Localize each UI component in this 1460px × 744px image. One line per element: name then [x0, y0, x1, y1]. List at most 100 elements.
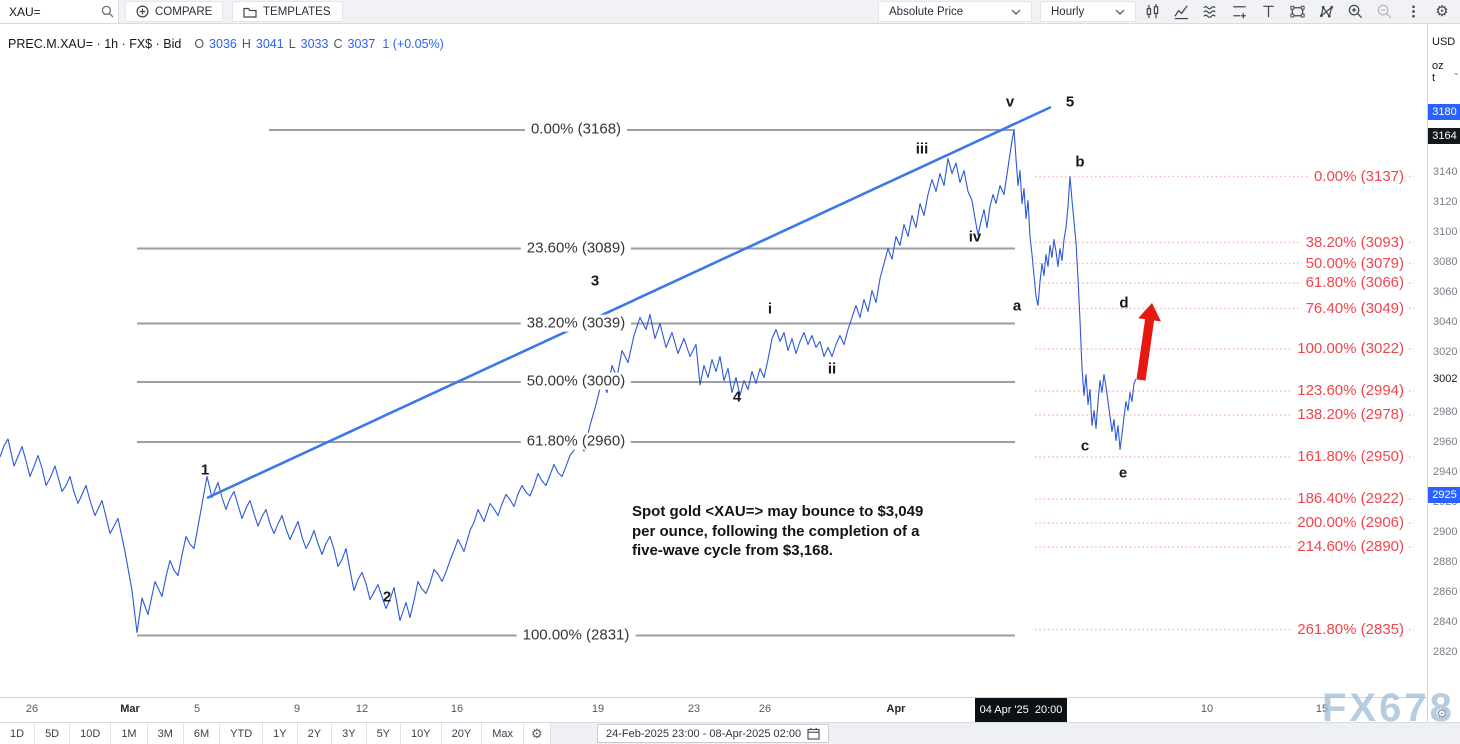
time-tick-23: 23 [687, 703, 701, 715]
fib-retracement-label: 61.80% (2960) [520, 432, 632, 450]
elliott-wave-label-3: 3 [590, 272, 600, 290]
more-options-icon[interactable] [1403, 2, 1423, 22]
change-value: 1 (+0.05%) [382, 37, 444, 51]
range-button-2y[interactable]: 2Y [297, 723, 333, 744]
price-tick: 2820 [1433, 646, 1458, 658]
fib-levels-icon[interactable] [1229, 2, 1249, 22]
time-tick-5: 5 [193, 703, 201, 715]
elliott-wave-label-1: 1 [200, 461, 210, 479]
range-button-3m[interactable]: 3M [147, 723, 184, 744]
range-button-5y[interactable]: 5Y [366, 723, 402, 744]
range-button-1m[interactable]: 1M [111, 723, 148, 744]
symbol-search-box[interactable] [0, 0, 119, 23]
templates-button[interactable]: TEMPLATES [232, 1, 343, 22]
compare-button[interactable]: COMPARE [125, 1, 223, 22]
date-range-value: 24-Feb-2025 23:00 - 08-Apr-2025 02:00 [606, 727, 802, 740]
price-mode-dropdown[interactable]: Absolute Price [878, 1, 1032, 22]
indicators-icon[interactable] [1171, 2, 1191, 22]
fib-retracement-label: 0.00% (3168) [524, 120, 628, 138]
price-tick: 2900 [1433, 526, 1458, 538]
settings-gear-icon[interactable]: ⚙ [1435, 3, 1449, 20]
toolbar-icon-group: ⚙ [1142, 0, 1460, 23]
price-badge-3180: 3180 [1428, 104, 1460, 120]
open-value: 3036 [209, 37, 237, 51]
price-tick: 2940 [1433, 466, 1458, 478]
high-value: 3041 [255, 37, 284, 51]
time-tick-15: 15 [1315, 703, 1329, 715]
shape-rect-icon[interactable] [1287, 2, 1307, 22]
range-button-20y[interactable]: 20Y [441, 723, 483, 744]
fib-projection-label: 161.80% (2950) [1293, 448, 1408, 466]
price-tick: 2880 [1433, 556, 1458, 568]
unit-value: oz t [1432, 60, 1444, 84]
range-button-10y[interactable]: 10Y [401, 723, 442, 744]
price-axis-settings-icon[interactable]: ⚙ [1436, 706, 1448, 721]
unit-dropdown[interactable]: oz t ⌄ [1432, 60, 1460, 84]
high-label: H [241, 37, 251, 51]
folder-icon [243, 7, 257, 18]
range-button-10d[interactable]: 10D [70, 723, 112, 744]
elliott-wave-label-d: d [1119, 294, 1129, 312]
candlestick-style-icon[interactable] [1142, 2, 1162, 22]
range-button-group: 1D 5D 10D 1M 3M 6M YTD 1Y 2Y 3Y 5Y 10Y 20Y Max ⚙ [0, 723, 551, 744]
range-button-3y[interactable]: 3Y [332, 723, 367, 744]
zoom-out-icon[interactable] [1374, 2, 1394, 22]
fib-projection-label: 0.00% (3137) [1309, 167, 1408, 185]
interval-dropdown[interactable]: Hourly [1040, 1, 1136, 22]
elliott-wave-label-5: 5 [1065, 93, 1075, 111]
range-button-max[interactable]: Max [482, 723, 524, 744]
low-label: L [288, 37, 296, 51]
shape-polygon-icon[interactable] [1316, 2, 1336, 22]
elliott-wave-label-v: v [1005, 93, 1015, 111]
fib-projection-label: 186.40% (2922) [1293, 490, 1408, 508]
elliott-wave-label-iii: iii [915, 140, 929, 158]
price-chart-svg[interactable] [0, 0, 1427, 744]
chevron-down-icon [1115, 9, 1125, 15]
fib-projection-label: 200.00% (2906) [1293, 514, 1408, 532]
price-tick: 2860 [1433, 586, 1458, 598]
price-tick: 3080 [1433, 256, 1458, 268]
time-tick-Mar: Mar [120, 703, 140, 715]
fib-projection-label: 261.80% (2835) [1293, 620, 1408, 638]
price-axis[interactable]: USD ⌄ oz t ⌄ 3140 3120 3100 3080 3060 3040 302… [1427, 23, 1460, 722]
price-tick: 2980 [1433, 406, 1458, 418]
fib-projection-label: 50.00% (3079) [1301, 254, 1408, 272]
text-tool-icon[interactable] [1258, 2, 1278, 22]
elliott-wave-label-ii: ii [827, 360, 837, 378]
fib-retracement-label: 50.00% (3000) [520, 372, 632, 390]
close-label: C [333, 37, 343, 51]
elliott-wave-label-c: c [1080, 437, 1090, 455]
currency-value: USD [1432, 36, 1456, 48]
elliott-wave-label-b: b [1075, 153, 1085, 171]
elliott-wave-label-i: i [767, 300, 773, 318]
time-tick-10: 10 [1200, 703, 1214, 715]
low-value: 3033 [300, 37, 329, 51]
fib-retracement-label: 100.00% (2831) [516, 626, 636, 644]
chevron-down-icon [1011, 9, 1021, 15]
waves-pattern-icon[interactable] [1200, 2, 1220, 22]
elliott-wave-label-4: 4 [732, 388, 742, 406]
price-tick: 3040 [1433, 316, 1458, 328]
date-range-picker[interactable]: 24-Feb-2025 23:00 - 08-Apr-2025 02:00 [597, 724, 830, 743]
fib-projection-label: 100.00% (3022) [1293, 340, 1408, 358]
range-button-1d[interactable]: 1D [0, 723, 36, 744]
open-label: O [194, 37, 205, 51]
range-button-5d[interactable]: 5D [35, 723, 71, 744]
range-settings-gear-icon[interactable]: ⚙ [523, 723, 551, 744]
range-button-ytd[interactable]: YTD [220, 723, 264, 744]
price-tick: 3140 [1433, 166, 1458, 178]
time-axis[interactable]: 26 Mar 5 9 12 16 19 23 26 Apr 10 15 04 Apr '25 20:0… [0, 697, 1427, 722]
symbol-title[interactable]: PREC.M.XAU= · 1h · FX$ · Bid [8, 37, 182, 51]
range-button-6m[interactable]: 6M [183, 723, 221, 744]
chevron-down-icon: ⌄ [1452, 66, 1460, 77]
time-tick-19: 19 [591, 703, 605, 715]
annotation-line-2: per ounce, following the completion of a [632, 522, 920, 540]
time-crosshair-badge: 04 Apr '25 20:00 [975, 698, 1067, 722]
analysis-annotation: Spot gold <XAU=> may bounce to $3,049 pe… [632, 502, 923, 561]
range-button-1y[interactable]: 1Y [263, 723, 298, 744]
price-tick: 3060 [1433, 286, 1458, 298]
zoom-in-icon[interactable] [1345, 2, 1365, 22]
currency-dropdown[interactable]: USD ⌄ [1432, 36, 1460, 48]
price-tick: 2840 [1433, 616, 1458, 628]
symbol-search-input[interactable] [0, 3, 97, 20]
